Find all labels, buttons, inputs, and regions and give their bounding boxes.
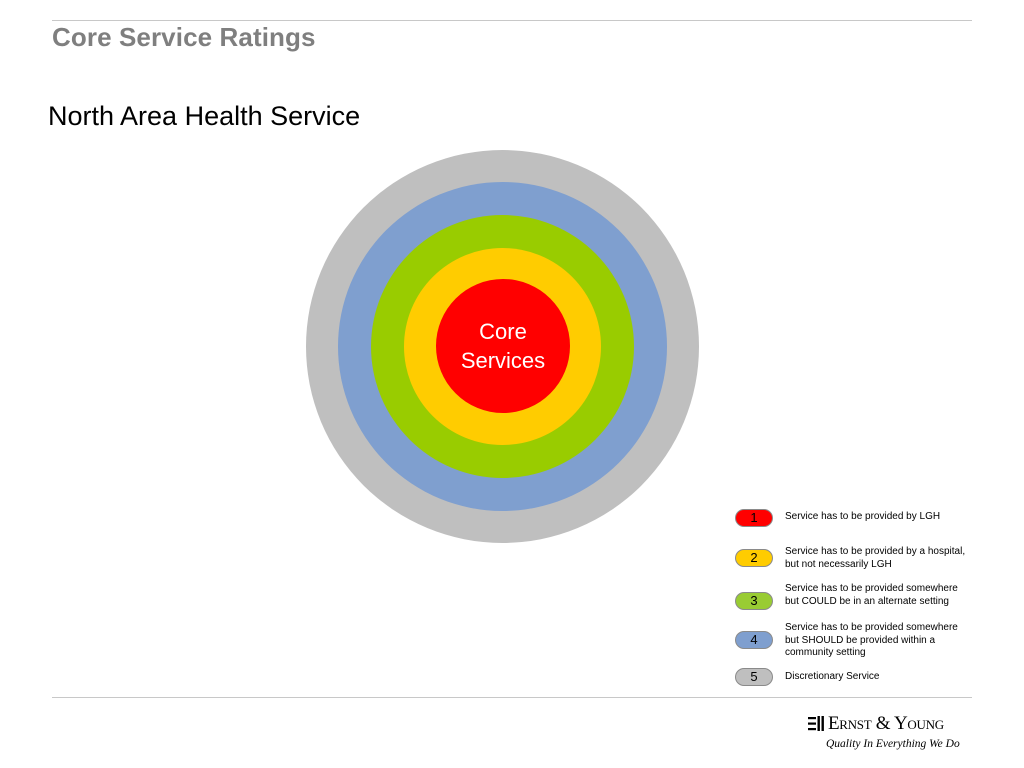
ring-level-1-core xyxy=(436,279,570,413)
legend-badge-5: 5 xyxy=(735,668,773,686)
legend-text-3: Service has to be provided somewhere but… xyxy=(785,583,958,607)
legend-text-4: Service has to be provided somewhere but… xyxy=(785,622,958,658)
logo-tagline: Quality In Everything We Do xyxy=(826,738,960,750)
legend-badge-4: 4 xyxy=(735,631,773,649)
ernst-young-logo: Ernst & Young Quality In Everything We D… xyxy=(806,713,976,757)
legend-text-2: Service has to be provided by a hospital… xyxy=(785,546,966,570)
slide-title: Core Service Ratings xyxy=(52,22,316,52)
legend-badge-1: 1 xyxy=(735,509,773,527)
legend-text-1: Service has to be provided by LGH xyxy=(785,511,941,522)
logo-company-name: Ernst & Young xyxy=(828,713,944,734)
slide-subtitle: North Area Health Service xyxy=(48,101,361,131)
ey-logo-mark-icon xyxy=(808,716,824,731)
legend-badge-3: 3 xyxy=(735,592,773,610)
top-divider xyxy=(52,20,972,21)
legend-text-5: Discretionary Service xyxy=(785,671,880,682)
legend-badge-2: 2 xyxy=(735,549,773,567)
bottom-divider xyxy=(52,697,972,698)
